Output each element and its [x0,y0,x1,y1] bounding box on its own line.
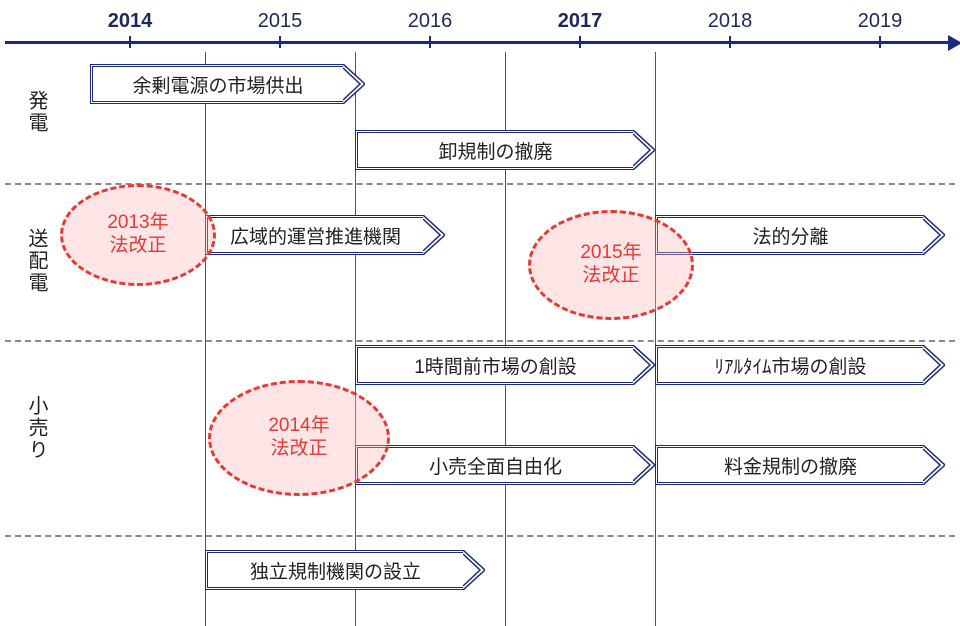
law-year: 2015年 [580,242,641,265]
law-year: 2013年 [107,212,168,235]
milestone-wide-area-op: 広域的運営推進機関 [205,215,445,255]
horizontal-divider [5,535,955,537]
arrow-head-icon [923,445,945,485]
milestone-wholesale-dereg: 卸規制の撤廃 [355,130,655,170]
arrow-head-icon [633,130,655,170]
law-year: 2014年 [268,415,329,438]
milestone-price-dereg: 料金規制の撤廃 [655,445,945,485]
milestone-hour-ahead-market: 1時間前市場の創設 [355,345,655,385]
year-label-2015: 2015 [250,10,310,33]
arrow-head-icon [633,445,655,485]
law-amendment-law-2013: 2013年法改正 [60,184,216,286]
arrow-head-icon [343,64,365,104]
law-text: 法改正 [270,438,327,461]
law-amendment-law-2014: 2014年法改正 [208,380,390,496]
arrow-head-icon [423,215,445,255]
arrow-head-icon [633,345,655,385]
milestone-legal-separation: 法的分離 [655,215,945,255]
timeline-axis-arrow [948,35,960,51]
milestone-indep-regulator: 独立規制機関の設立 [205,550,485,590]
milestone-label: ﾘｱﾙﾀｲﾑ市場の創設 [655,345,923,385]
arrow-head-icon [463,550,485,590]
milestone-surplus-supply: 余剰電源の市場供出 [90,64,365,104]
row-label: 送配電 [22,228,51,294]
year-label-2018: 2018 [700,10,760,33]
arrow-head-icon [923,215,945,255]
milestone-label: 余剰電源の市場供出 [90,64,343,104]
year-label-2014: 2014 [100,10,160,33]
milestone-retail-liberal: 小売全面自由化 [355,445,655,485]
milestone-label: 広域的運営推進機関 [205,215,423,255]
milestone-label: 1時間前市場の創設 [355,345,633,385]
arrow-head-icon [923,345,945,385]
law-amendment-law-2015: 2015年法改正 [528,210,694,320]
law-text: 法改正 [109,235,166,258]
vertical-gridline [205,52,206,626]
row-label: 発電 [22,90,51,134]
milestone-realtime-market: ﾘｱﾙﾀｲﾑ市場の創設 [655,345,945,385]
row-label: 小売り [22,395,51,461]
vertical-gridline [655,52,656,626]
year-label-2019: 2019 [850,10,910,33]
timeline-axis [5,41,955,44]
year-label-2017: 2017 [550,10,610,33]
timeline-chart: 2014 2015 2016 2017 2018 2019 発電送配電小売り 余剰電源の市… [0,0,960,626]
year-label-2016: 2016 [400,10,460,33]
milestone-label: 法的分離 [655,215,923,255]
horizontal-divider [5,340,955,342]
law-text: 法改正 [582,265,639,288]
milestone-label: 小売全面自由化 [355,445,633,485]
milestone-label: 料金規制の撤廃 [655,445,923,485]
milestone-label: 独立規制機関の設立 [205,550,463,590]
milestone-label: 卸規制の撤廃 [355,130,633,170]
